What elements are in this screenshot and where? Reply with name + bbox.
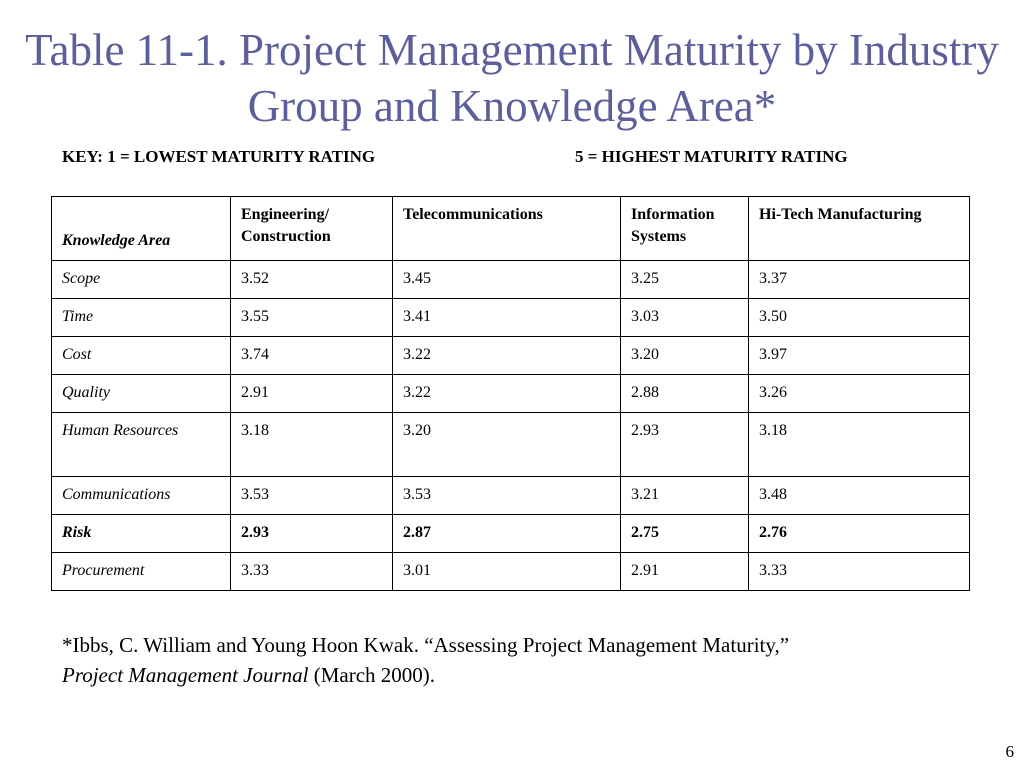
rating-key: KEY: 1 = LOWEST MATURITY RATING 5 = HIGH… [62, 146, 962, 168]
rating-cell: 3.48 [748, 476, 970, 515]
rating-cell: 3.55 [230, 298, 393, 337]
rating-cell: 3.21 [620, 476, 749, 515]
column-header-information-systems: Information Systems [620, 196, 749, 261]
rating-cell: 3.52 [230, 260, 393, 299]
rating-cell: 3.53 [392, 476, 621, 515]
rating-cell: 3.53 [230, 476, 393, 515]
rating-cell: 2.91 [230, 374, 393, 413]
maturity-table: Knowledge Area Engineering/ Construction… [51, 196, 970, 591]
knowledge-area-cell: Scope [51, 260, 231, 299]
knowledge-area-cell: Procurement [51, 552, 231, 591]
knowledge-area-cell: Quality [51, 374, 231, 413]
knowledge-area-cell: Time [51, 298, 231, 337]
rating-cell: 3.22 [392, 336, 621, 375]
rating-cell: 3.33 [748, 552, 970, 591]
rating-cell: 3.03 [620, 298, 749, 337]
citation-date: (March 2000). [308, 663, 436, 687]
rating-cell: 3.33 [230, 552, 393, 591]
column-header-engineering-construction: Engineering/ Construction [230, 196, 393, 261]
rating-cell: 2.87 [392, 514, 621, 553]
rating-cell: 3.50 [748, 298, 970, 337]
rating-cell: 3.18 [230, 412, 393, 477]
column-header-knowledge-area: Knowledge Area [51, 196, 231, 261]
rating-cell: 2.91 [620, 552, 749, 591]
rating-cell: 3.26 [748, 374, 970, 413]
citation-footnote: *Ibbs, C. William and Young Hoon Kwak. “… [62, 630, 982, 690]
table-row-time: Time 3.55 3.41 3.03 3.50 [51, 298, 970, 337]
knowledge-area-cell: Risk [51, 514, 231, 553]
table-row-procurement: Procurement 3.33 3.01 2.91 3.33 [51, 552, 970, 591]
rating-cell: 3.25 [620, 260, 749, 299]
rating-cell: 3.18 [748, 412, 970, 477]
rating-cell: 3.20 [392, 412, 621, 477]
rating-cell: 3.01 [392, 552, 621, 591]
table-row-scope: Scope 3.52 3.45 3.25 3.37 [51, 260, 970, 299]
rating-cell: 2.93 [620, 412, 749, 477]
rating-cell: 2.93 [230, 514, 393, 553]
key-lowest-rating: KEY: 1 = LOWEST MATURITY RATING [62, 147, 376, 166]
rating-cell: 3.97 [748, 336, 970, 375]
rating-cell: 3.45 [392, 260, 621, 299]
knowledge-area-cell: Communications [51, 476, 231, 515]
rating-cell: 3.37 [748, 260, 970, 299]
table-row-communications: Communications 3.53 3.53 3.21 3.48 [51, 476, 970, 515]
knowledge-area-cell: Human Resources [51, 412, 231, 477]
table-header-row: Knowledge Area Engineering/ Construction… [51, 196, 970, 261]
journal-title: Project Management Journal [62, 663, 309, 687]
citation-text: *Ibbs, C. William and Young Hoon Kwak. “… [62, 633, 790, 657]
column-header-hi-tech-manufacturing: Hi-Tech Manufacturing [748, 196, 970, 261]
knowledge-area-cell: Cost [51, 336, 231, 375]
rating-cell: 3.20 [620, 336, 749, 375]
column-header-telecommunications: Telecommunications [392, 196, 621, 261]
rating-cell: 3.74 [230, 336, 393, 375]
rating-cell: 2.76 [748, 514, 970, 553]
rating-cell: 2.75 [620, 514, 749, 553]
key-highest-rating: 5 = HIGHEST MATURITY RATING [575, 147, 848, 166]
page-number: 6 [1005, 742, 1015, 761]
slide-title: Table 11-1. Project Management Maturity … [25, 25, 999, 131]
rating-cell: 3.41 [392, 298, 621, 337]
rating-cell: 2.88 [620, 374, 749, 413]
rating-cell: 3.22 [392, 374, 621, 413]
table-row-risk: Risk 2.93 2.87 2.75 2.76 [51, 514, 970, 553]
table-row-human-resources: Human Resources 3.18 3.20 2.93 3.18 [51, 412, 970, 477]
table-row-quality: Quality 2.91 3.22 2.88 3.26 [51, 374, 970, 413]
table-row-cost: Cost 3.74 3.22 3.20 3.97 [51, 336, 970, 375]
